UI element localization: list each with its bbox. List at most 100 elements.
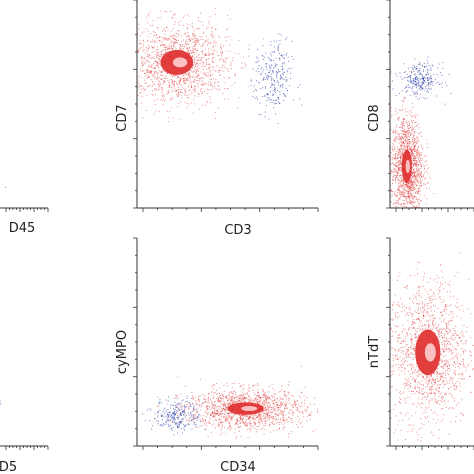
data-point: [395, 110, 396, 112]
data-point: [429, 177, 431, 179]
data-point: [183, 79, 185, 81]
data-point: [417, 98, 418, 100]
data-point: [281, 54, 282, 56]
data-point: [126, 70, 127, 71]
data-point: [190, 102, 192, 104]
data-point: [394, 137, 396, 138]
data-point: [264, 95, 266, 97]
data-point: [114, 58, 115, 59]
data-point: [193, 64, 195, 66]
data-point: [406, 186, 407, 188]
data-point: [163, 77, 165, 79]
data-point: [403, 188, 405, 190]
data-point: [189, 72, 191, 74]
data-point: [428, 167, 429, 169]
data-point: [408, 193, 409, 195]
data-point: [132, 79, 133, 80]
data-point: [142, 43, 144, 45]
data-point: [183, 87, 185, 89]
data-point: [267, 79, 268, 81]
data-point: [186, 73, 188, 75]
data-point: [164, 11, 166, 12]
data-point: [160, 74, 162, 76]
data-point: [401, 177, 402, 179]
data-point: [410, 185, 412, 187]
data-point: [279, 43, 281, 45]
data-point: [268, 65, 270, 67]
data-point: [405, 210, 406, 211]
data-point: [148, 76, 150, 78]
data-point: [161, 71, 163, 73]
data-point: [410, 81, 412, 83]
data-point: [128, 36, 129, 37]
data-point: [198, 67, 200, 69]
data-point: [393, 149, 395, 151]
data-point: [196, 56, 198, 58]
data-point: [137, 50, 139, 52]
data-point: [421, 211, 422, 212]
data-point: [202, 81, 204, 83]
data-point: [210, 75, 212, 77]
data-point: [389, 169, 390, 170]
data-point: [172, 80, 174, 82]
data-point: [213, 49, 215, 51]
data-point: [402, 196, 403, 198]
data-point: [159, 84, 161, 86]
data-point: [122, 54, 123, 55]
data-point: [193, 45, 195, 47]
data-point: [419, 194, 421, 196]
data-point: [115, 76, 116, 77]
data-point: [195, 64, 196, 66]
data-point: [396, 223, 397, 224]
data-point: [403, 195, 405, 197]
data-point: [197, 40, 199, 42]
data-point: [185, 83, 187, 85]
data-point: [270, 60, 272, 62]
data-point: [409, 183, 411, 184]
data-point: [400, 163, 402, 165]
data-point: [414, 142, 415, 144]
data-point: [412, 184, 414, 186]
data-point: [213, 39, 215, 41]
data-point: [171, 91, 173, 93]
data-point: [400, 142, 402, 144]
data-point: [260, 73, 262, 75]
data-point: [395, 202, 397, 203]
data-point: [409, 187, 411, 189]
data-point: [243, 57, 245, 59]
data-point: [206, 40, 208, 42]
data-point: [280, 76, 282, 78]
data-point: [162, 97, 164, 99]
data-point: [417, 179, 418, 181]
data-point: [406, 74, 408, 76]
data-point: [400, 203, 402, 205]
data-point: [120, 83, 121, 84]
data-point: [212, 46, 214, 48]
data-point: [279, 40, 281, 41]
data-point: [401, 179, 403, 181]
data-point: [153, 46, 155, 48]
data-point: [407, 76, 409, 78]
data-point: [142, 39, 144, 41]
data-point: [432, 81, 434, 83]
data-point: [117, 91, 118, 92]
data-point: [411, 145, 413, 147]
data-point: [416, 79, 418, 80]
data-point: [417, 153, 418, 155]
data-point: [200, 45, 202, 47]
data-point: [418, 173, 420, 175]
data-point: [271, 99, 272, 101]
data-point: [156, 34, 157, 36]
data-point: [418, 203, 420, 205]
data-point: [275, 89, 277, 91]
data-point: [174, 76, 176, 78]
data-point: [268, 97, 270, 99]
data-point: [414, 67, 416, 69]
data-point: [410, 149, 412, 151]
data-point: [150, 71, 151, 73]
data-point: [403, 143, 405, 145]
data-point: [165, 39, 167, 41]
data-point: [391, 148, 393, 150]
data-point: [194, 69, 196, 71]
data-point: [395, 155, 397, 157]
